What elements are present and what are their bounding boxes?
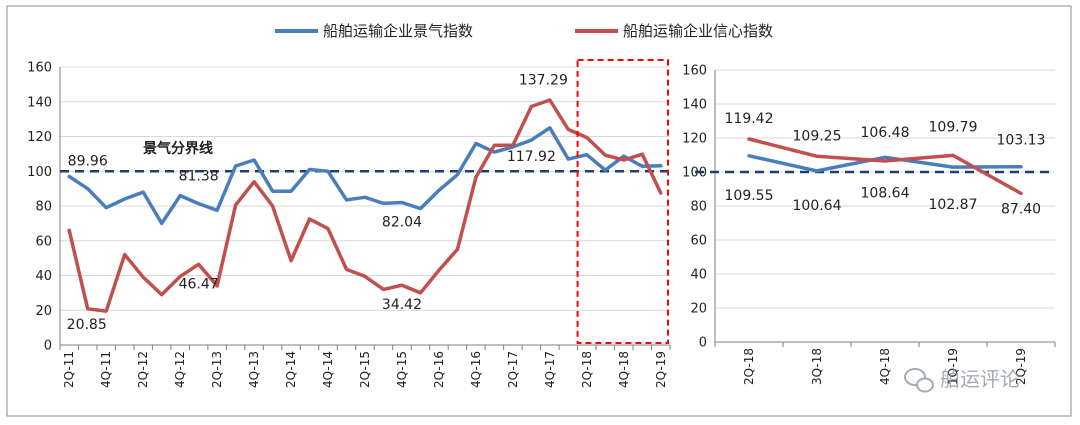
highlight-box: [576, 59, 669, 344]
y-tick-label: 100: [27, 165, 52, 180]
y-tick-label: 120: [27, 130, 52, 145]
y-tick-label: 100: [682, 166, 707, 181]
x-tick-label: 4Q-11: [99, 351, 113, 388]
data-label: 100.64: [793, 198, 842, 214]
x-tick-label: 2Q-14: [284, 351, 298, 388]
data-label: 106.48: [861, 125, 910, 141]
x-tick-label: 3Q-18: [810, 348, 824, 385]
y-tick-label: 20: [690, 302, 707, 317]
data-label: 34.42: [382, 297, 422, 313]
x-tick-label: 4Q-14: [321, 351, 335, 388]
data-label: 119.42: [725, 111, 774, 127]
y-tick-label: 60: [35, 234, 52, 249]
series-line-prosperity: [67, 126, 663, 226]
x-tick-label: 4Q-17: [543, 351, 557, 388]
data-label: 102.87: [929, 197, 978, 213]
y-tick-label: 140: [682, 98, 707, 113]
y-tick-label: 0: [44, 339, 52, 354]
x-tick-label: 2Q-17: [506, 351, 520, 388]
data-label: 109.25: [793, 128, 842, 144]
x-tick-label: 2Q-16: [432, 351, 446, 388]
data-label: 81.38: [179, 169, 219, 185]
boundary-annotation: 景气分界线: [143, 140, 213, 157]
data-label: 20.85: [67, 317, 107, 333]
right-chart: 0 20 40 60 80 100 120 140 160 2Q-18 3Q-18 4Q-18 1Q-1…: [682, 64, 1056, 385]
x-tick-label: 4Q-15: [395, 351, 409, 388]
y-tick-label: 40: [35, 269, 52, 284]
x-tick-label: 2Q-19: [654, 351, 668, 388]
x-tick-label: 4Q-12: [173, 351, 187, 388]
y-tick-label: 80: [690, 200, 707, 215]
data-label: 137.29: [519, 72, 568, 88]
legend-label-confidence: 船舶运输企业信心指数: [623, 22, 773, 40]
x-tick-label: 4Q-18: [617, 351, 631, 388]
series-line-confidence: [67, 98, 663, 313]
data-label: 109.55: [725, 188, 774, 204]
x-tick-label: 1Q-19: [946, 348, 960, 385]
x-tick-label: 2Q-18: [742, 348, 756, 385]
x-tick-label: 2Q-13: [210, 351, 224, 388]
x-tick-label: 2Q-15: [358, 351, 372, 388]
x-tick-label: 2Q-19: [1014, 348, 1028, 385]
x-tick-label: 4Q-16: [469, 351, 483, 388]
y-tick-label: 20: [35, 304, 52, 319]
legend-label-prosperity: 船舶运输企业景气指数: [323, 22, 473, 40]
y-tick-label: 120: [682, 132, 707, 147]
y-tick-label: 140: [27, 95, 52, 110]
y-tick-label: 0: [699, 336, 707, 351]
wechat-icon: [904, 368, 934, 393]
left-chart: 0 20 40 60 80 100 120 140 160 2Q-11 4Q-11 2Q-12 4Q-1…: [27, 59, 671, 388]
y-tick-label: 160: [682, 64, 707, 79]
x-tick-label: 2Q-18: [580, 351, 594, 388]
x-tick-label: 2Q-12: [136, 351, 150, 388]
data-label: 103.13: [997, 133, 1046, 149]
data-label: 109.79: [929, 119, 978, 135]
watermark: 舶运评论: [904, 367, 1020, 393]
y-tick-label: 160: [27, 61, 52, 76]
y-tick-label: 60: [690, 234, 707, 249]
series-line-confidence: [747, 137, 1023, 196]
watermark-text: 舶运评论: [940, 367, 1020, 391]
x-tick-label: 4Q-13: [247, 351, 261, 388]
x-tick-label: 2Q-11: [62, 351, 76, 388]
data-label: 46.47: [179, 276, 219, 292]
y-tick-label: 80: [35, 200, 52, 215]
y-tick-label: 40: [690, 268, 707, 283]
data-label: 82.04: [382, 214, 422, 230]
data-label: 117.92: [507, 149, 556, 165]
chart-border: [6, 5, 1072, 417]
x-tick-label: 4Q-18: [878, 348, 892, 385]
legend: 船舶运输企业景气指数 船舶运输企业信心指数: [275, 22, 773, 40]
data-label: 87.40: [1001, 201, 1041, 217]
data-label: 108.64: [861, 185, 910, 201]
data-label: 89.96: [68, 154, 108, 170]
